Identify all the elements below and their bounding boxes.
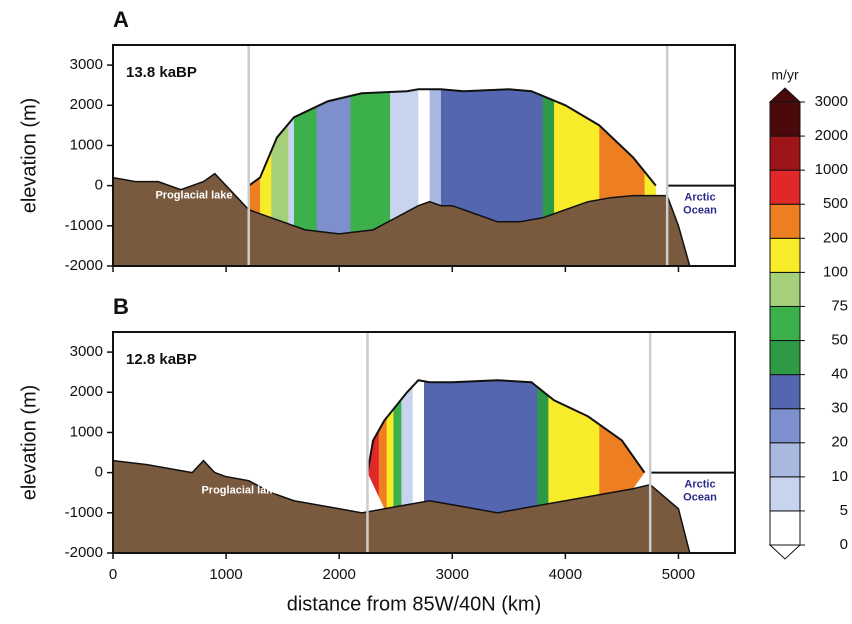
bedrock [112,459,691,554]
plot-frame [112,331,736,554]
y-tick-label: 0 [95,177,103,194]
colorbar-cell [769,476,801,512]
x-tick-label: 5000 [662,566,695,583]
y-tick-label: 0 [95,464,103,481]
velocity-band [386,380,394,513]
velocity-band [401,380,414,513]
y-tick-label: -1000 [65,217,103,234]
velocity-band [316,89,351,234]
velocity-band [350,89,391,234]
ocean-label: Arctic Ocean [683,192,717,217]
lake-label: Proglacial lake [155,190,232,202]
colorbar-label: 3000 [815,93,848,110]
colorbar-cell [769,305,801,342]
velocity-band [367,380,380,513]
velocity-band [288,89,295,234]
colorbar-label: 5 [840,502,848,519]
time-label: 12.8 kaBP [126,351,197,368]
velocity-band [418,89,431,234]
velocity-band [542,89,555,234]
lake-label: Proglacial lake [201,485,278,497]
x-axis-label: distance from 85W/40N (km) [287,593,542,615]
y-tick-label: 2000 [70,96,103,113]
y-tick-label: -1000 [65,504,103,521]
y-tick-label: 3000 [70,56,103,73]
velocity-band [537,380,549,513]
colorbar-label: 1000 [815,161,848,178]
panel-letter: A [113,7,129,32]
colorbar-label: 50 [831,332,848,349]
colorbar-cell [769,408,801,444]
colorbar-label: 30 [831,400,848,417]
colorbar-label: 0 [840,536,848,553]
colorbar-cell [769,510,801,546]
colorbar-label: 200 [823,229,848,246]
x-tick-label: 2000 [322,566,355,583]
colorbar-cell [769,271,801,307]
velocity-band [293,89,318,234]
velocity-band [378,380,388,513]
ice-surface [248,88,657,187]
colorbar-unit: m/yr [771,67,799,83]
velocity-band [412,380,425,513]
panel-letter: B [113,294,129,319]
colorbar-cell [769,101,801,137]
colorbar-label: 75 [831,297,848,314]
y-tick-label: 1000 [70,423,103,440]
colorbar-cell [769,374,801,410]
colorbar-label: 2000 [815,127,848,144]
y-tick-label: 3000 [70,343,103,360]
x-tick-label: 0 [109,566,117,583]
colorbar-label: 40 [831,366,848,383]
y-tick-label: -2000 [65,544,103,561]
colorbar-cell [769,442,801,478]
colorbar-cell [769,135,801,171]
x-tick-label: 3000 [436,566,469,583]
velocity-band [393,380,402,513]
x-tick-label: 1000 [209,566,242,583]
colorbar-cell [769,340,801,376]
colorbar-top [768,87,802,103]
colorbar-bottom [768,544,802,560]
colorbar-label: 500 [823,195,848,212]
ice-surface [366,379,646,474]
velocity-band [429,89,442,234]
y-tick-label: -2000 [65,257,103,274]
y-tick-label: 1000 [70,136,103,153]
colorbar-cell [769,169,801,205]
y-axis-label: elevation (m) [18,98,40,214]
y-tick-label: 2000 [70,383,103,400]
bedrock [112,172,691,267]
colorbar-label: 10 [831,468,848,485]
time-label: 13.8 kaBP [126,64,197,81]
x-tick-label: 4000 [549,566,582,583]
colorbar-label: 20 [831,434,848,451]
plot-frame [112,44,736,267]
y-axis-label: elevation (m) [18,385,40,501]
colorbar-label: 100 [823,263,848,280]
velocity-band [424,380,538,513]
colorbar-cell [769,203,801,239]
ocean-label: Arctic Ocean [683,479,717,504]
colorbar-cell [769,237,801,273]
